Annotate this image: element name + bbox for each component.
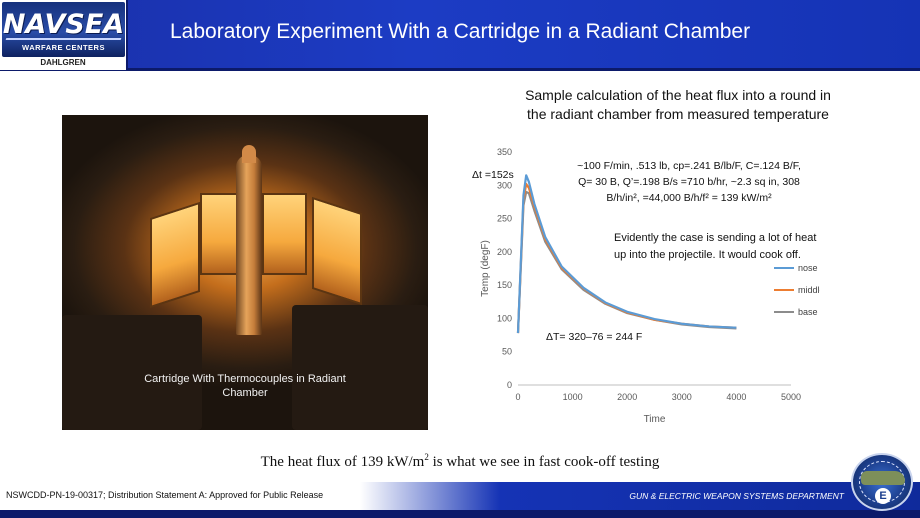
y-tick-label: 100 (497, 313, 512, 323)
series-line-nose (516, 174, 737, 334)
x-tick-label: 5000 (781, 392, 801, 402)
logo-wave-icon (5, 38, 122, 40)
footer-bar: NSWCDD-PN-19-00317; Distribution Stateme… (0, 482, 920, 518)
photo-panel-left (150, 201, 200, 309)
distribution-statement: NSWCDD-PN-19-00317; Distribution Stateme… (6, 490, 324, 500)
chamber-photo: Cartridge With Thermocouples in Radiant … (62, 115, 428, 430)
logo-subtitle: WARFARE CENTERS (22, 43, 105, 52)
conclusion-text: The heat flux of 139 kW/m2 is what we se… (0, 452, 920, 471)
y-tick-label: 300 (497, 180, 512, 190)
calc-heading: Sample calculation of the heat flux into… (525, 87, 831, 122)
photo-foreground-left (62, 315, 202, 430)
photo-cartridge-tip (242, 145, 256, 163)
x-tick-label: 1000 (563, 392, 583, 402)
delta-temp-label: ΔT= 320–76 = 244 F (546, 331, 642, 343)
conclusion-after: is what we see in fast cook-off testing (428, 454, 660, 470)
header-divider (0, 68, 920, 71)
legend-label-base: base (798, 307, 818, 317)
y-tick-label: 250 (497, 214, 512, 224)
x-tick-label: 2000 (617, 392, 637, 402)
y-tick-label: 50 (502, 347, 512, 357)
photo-cartridge (236, 155, 262, 335)
footer-right-panel (360, 482, 920, 510)
department-name: GUN & ELECTRIC WEAPON SYSTEMS DEPARTMENT (629, 491, 844, 501)
navsea-logo: NAVSEA WARFARE CENTERS DAHLGREN (0, 0, 128, 70)
footer-strip (0, 510, 920, 518)
delta-t-label: Δt =152s (472, 169, 514, 181)
header-bar (0, 0, 920, 70)
photo-panel-right (312, 196, 362, 306)
logo-badge: NAVSEA WARFARE CENTERS (2, 2, 125, 57)
conclusion-sup: 2 (424, 452, 429, 462)
temperature-chart: 0 50 100 150 200 250 300 350 0 1000 2000 3000 4000 50… (472, 147, 820, 425)
x-tick-label: 0 (515, 392, 520, 402)
logo-word: NAVSEA (2, 9, 125, 40)
photo-panel-mid-right (262, 193, 307, 275)
badge-letter: E (875, 488, 891, 504)
y-axis-title: Temp (degF) (480, 240, 491, 297)
photo-panel-mid-left (200, 193, 240, 275)
legend-label-nose: nose (798, 263, 818, 273)
logo-location: DAHLGREN (40, 58, 86, 67)
photo-foreground-right (292, 305, 428, 430)
calc-line: ~100 F/min, .513 lb, cp=.241 B/lb/F, C=.… (577, 160, 801, 172)
y-tick-label: 200 (497, 247, 512, 257)
x-tick-label: 4000 (726, 392, 746, 402)
badge-ship-icon (861, 471, 905, 485)
x-axis-title: Time (644, 414, 666, 425)
y-tick-label: 350 (497, 147, 512, 157)
y-tick-label: 150 (497, 280, 512, 290)
slide-title: Laboratory Experiment With a Cartridge i… (170, 20, 751, 43)
chart-axes: 0 50 100 150 200 250 300 350 0 1000 2000 3000 4000 50… (480, 147, 801, 425)
note-line: Evidently the case is sending a lot of h… (614, 232, 816, 244)
x-tick-label: 3000 (672, 392, 692, 402)
calc-line: Q= 30 B, Q’=.198 B/s =710 b/hr, ~2.3 sq … (578, 176, 800, 188)
chart-legend: nose middle base (774, 263, 820, 317)
note-line: up into the projectile. It would cook of… (614, 249, 801, 261)
conclusion-before: The heat flux of 139 kW/m (260, 454, 425, 470)
chart-annotations: Δt =152s ~100 F/min, .513 lb, cp=.241 B/l… (472, 160, 816, 343)
chart-series (516, 174, 737, 334)
calc-line: B/h/in², =44,000 B/h/f² = 139 kW/m² (606, 192, 772, 204)
photo-caption: Cartridge With Thermocouples in Radiant … (144, 373, 346, 399)
legend-label-middle: middle (798, 285, 820, 295)
y-tick-label: 0 (507, 380, 512, 390)
department-badge-icon: E (851, 453, 913, 511)
